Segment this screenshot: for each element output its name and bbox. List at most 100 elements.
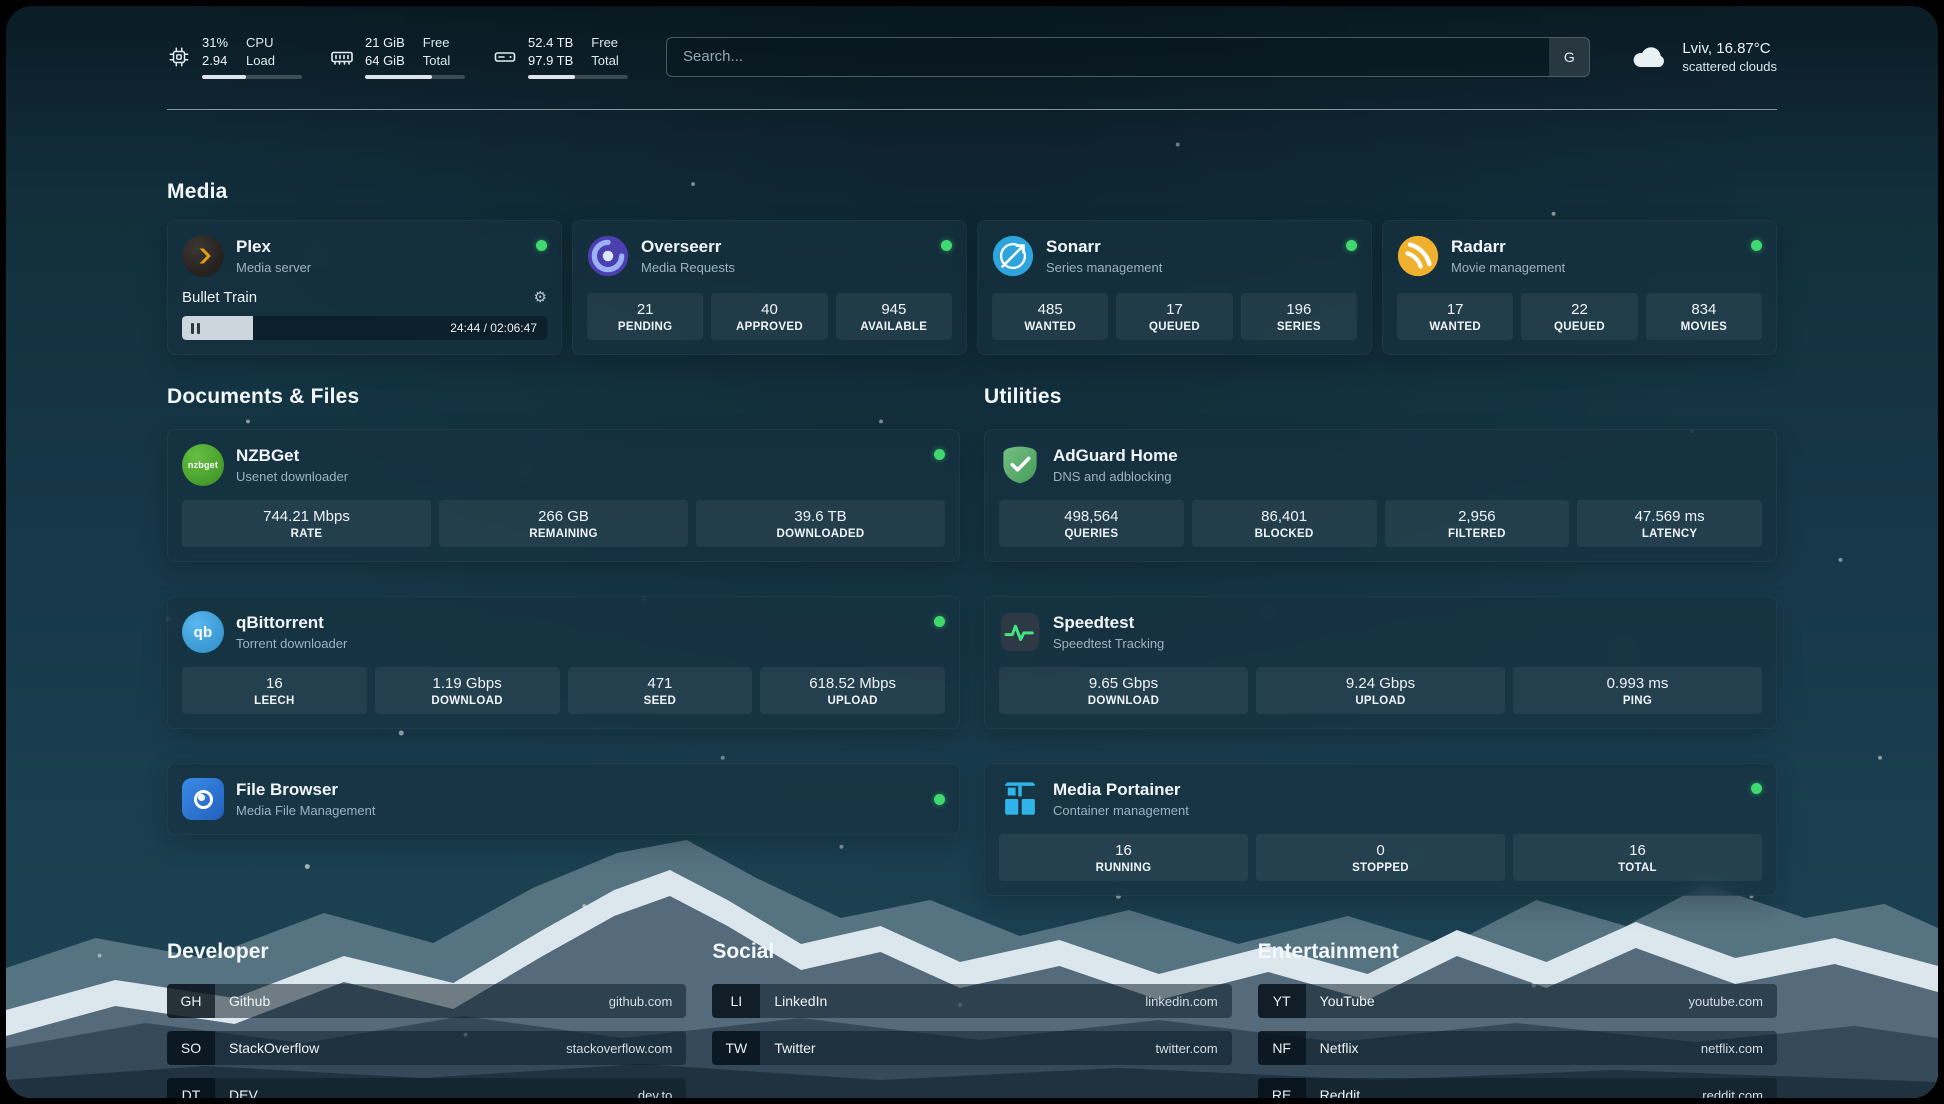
status-dot xyxy=(1751,783,1762,795)
bookmark-linkedin[interactable]: LI LinkedIn linkedin.com xyxy=(712,984,1232,1019)
pause-icon[interactable] xyxy=(191,322,200,334)
app-card-filebrowser[interactable]: File Browser Media File Management xyxy=(167,763,960,836)
section-title-utilities: Utilities xyxy=(984,385,1062,409)
app-card-speedtest[interactable]: Speedtest Speedtest Tracking 9.65 Gbps D… xyxy=(984,596,1777,730)
stat-value: 16 xyxy=(1629,842,1646,860)
app-card-nzbget[interactable]: nzbget NZBGet Usenet downloader 744.21 M… xyxy=(167,429,960,563)
bookmark-name: Twitter xyxy=(774,1040,816,1057)
app-card-adguard[interactable]: AdGuard Home DNS and adblocking 498,564 … xyxy=(984,429,1777,563)
app-desc: Container management xyxy=(1053,803,1189,819)
stat-label: FILTERED xyxy=(1447,528,1506,541)
status-dot xyxy=(934,616,945,628)
section-social: Social LI LinkedIn linkedin.com TW Twitt… xyxy=(712,940,1232,1098)
cpu-values: 31% 2.94 xyxy=(202,34,228,69)
topbar-divider xyxy=(167,109,1777,111)
app-card-overseerr[interactable]: Overseerr Media Requests 21 PENDING 40 A… xyxy=(572,220,967,356)
search-input[interactable] xyxy=(666,36,1591,77)
stat: 266 GB REMAINING xyxy=(439,500,688,548)
weather-location: Lviv, 16.87°C xyxy=(1682,39,1771,57)
cpu-metric: 31% 2.94 CPU Load xyxy=(167,34,302,80)
disk-icon xyxy=(493,45,517,69)
bookmark-name: StackOverflow xyxy=(229,1040,320,1057)
bookmark-youtube[interactable]: YT YouTube youtube.com xyxy=(1257,984,1777,1019)
now-playing-row: Bullet Train ⚙ xyxy=(182,289,547,306)
stat-label: RUNNING xyxy=(1095,862,1152,875)
cpu-load-value: 2.94 xyxy=(202,52,228,68)
app-card-portainer[interactable]: Media Portainer Container management 16 … xyxy=(984,763,1777,897)
stats-row: 16 RUNNING 0 STOPPED 16 TOTAL xyxy=(999,820,1762,882)
stat: 17 QUEUED xyxy=(1116,293,1233,341)
status-dot xyxy=(934,793,945,805)
stat: 47.569 ms LATENCY xyxy=(1577,500,1762,548)
ram-labels: Free Total xyxy=(423,34,450,69)
cpu-percent: 31% xyxy=(202,35,229,50)
app-card-radarr[interactable]: Radarr Movie management 17 WANTED 22 QUE… xyxy=(1382,220,1777,356)
stat-label: PENDING xyxy=(617,321,673,334)
status-dot xyxy=(1346,240,1357,252)
bookmark-github[interactable]: GH Github github.com xyxy=(167,984,687,1019)
card-head: File Browser Media File Management xyxy=(182,778,945,821)
disk-progress-fill xyxy=(528,75,575,80)
filebrowser-ring xyxy=(193,789,213,809)
bookmark-dev[interactable]: DT DEV dev.to xyxy=(167,1078,687,1098)
dashboard-screen: 31% 2.94 CPU Load xyxy=(6,6,1938,1098)
stat-label: UPLOAD xyxy=(1355,695,1406,708)
bookmark-name: YouTube xyxy=(1319,993,1375,1010)
stat-label: DOWNLOAD xyxy=(431,695,503,708)
stat-label: QUEUED xyxy=(1148,321,1200,334)
playback-progress-bar[interactable]: 24:44 / 02:06:47 xyxy=(182,316,547,341)
stats-row: 21 PENDING 40 APPROVED 945 AVAILABLE xyxy=(587,279,952,341)
app-card-sonarr[interactable]: Sonarr Series management 485 WANTED 17 Q… xyxy=(977,220,1372,356)
stat: 39.6 TB DOWNLOADED xyxy=(696,500,945,548)
stat-label: UPLOAD xyxy=(827,695,878,708)
bookmark-netflix[interactable]: NF Netflix netflix.com xyxy=(1257,1031,1777,1066)
stat-value: 0.993 ms xyxy=(1606,675,1669,693)
app-card-plex[interactable]: Plex Media server Bullet Train ⚙ 24:44 /… xyxy=(167,220,562,356)
disk-total-value: 97.9 TB xyxy=(528,52,574,68)
stat: 0 STOPPED xyxy=(1256,834,1505,882)
nzbget-icon: nzbget xyxy=(182,444,224,487)
bookmark-name: DEV xyxy=(229,1087,258,1098)
ram-total-label: Total xyxy=(422,52,451,68)
stat-value: 9.65 Gbps xyxy=(1088,675,1159,693)
ram-progress-fill xyxy=(365,75,432,80)
sonarr-icon xyxy=(992,235,1034,277)
status-dot xyxy=(934,449,945,461)
bookmark-stackoverflow[interactable]: SO StackOverflow stackoverflow.com xyxy=(167,1031,687,1066)
bookmark-url: reddit.com xyxy=(1702,1087,1763,1098)
disk-values: 52.4 TB 97.9 TB xyxy=(528,34,573,69)
ram-free-value: 21 GiB xyxy=(365,35,405,50)
gear-icon[interactable]: ⚙ xyxy=(533,289,547,307)
disk-labels: Free Total xyxy=(591,34,618,69)
stat-value: 1.19 Gbps xyxy=(432,675,502,693)
cpu-labels: CPU Load xyxy=(246,34,275,69)
stat: 0.993 ms PING xyxy=(1513,667,1762,715)
section-title-media: Media xyxy=(167,180,228,204)
app-card-qbittorrent[interactable]: qb qBittorrent Torrent downloader 16 LEE… xyxy=(167,596,960,730)
section-title-social: Social xyxy=(712,940,775,964)
search-engine-button[interactable]: G xyxy=(1549,37,1590,76)
stat-label: AVAILABLE xyxy=(860,321,928,334)
bookmark-twitter[interactable]: TW Twitter twitter.com xyxy=(712,1031,1232,1066)
disk-free-value: 52.4 TB xyxy=(528,35,574,50)
cpu-load-label: Load xyxy=(246,52,275,68)
now-playing-title: Bullet Train xyxy=(182,289,258,307)
stat-label: LATENCY xyxy=(1641,528,1698,541)
bookmark-reddit[interactable]: RE Reddit reddit.com xyxy=(1257,1078,1777,1098)
card-head: Plex Media server xyxy=(182,235,547,278)
stat-label: TOTAL xyxy=(1618,862,1657,875)
dev-badge: DT xyxy=(167,1078,215,1098)
stat-value: 39.6 TB xyxy=(794,508,847,526)
card-head: AdGuard Home DNS and adblocking xyxy=(999,444,1762,486)
ram-progress-bar xyxy=(365,75,465,80)
app-desc: DNS and adblocking xyxy=(1053,469,1172,485)
section-title-entertainment: Entertainment xyxy=(1257,940,1399,964)
stat-label: PING xyxy=(1622,695,1653,708)
app-name: Media Portainer xyxy=(1053,780,1181,800)
stat-label: SEED xyxy=(643,695,677,708)
bookmark-url: netflix.com xyxy=(1700,1040,1763,1056)
bookmark-url: twitter.com xyxy=(1155,1040,1218,1056)
stats-row: 16 LEECH 1.19 Gbps DOWNLOAD 471 SEED 6 xyxy=(182,653,945,715)
stat: 2,956 FILTERED xyxy=(1384,500,1570,548)
stats-row: 498,564 QUERIES 86,401 BLOCKED 2,956 FIL… xyxy=(999,486,1762,548)
